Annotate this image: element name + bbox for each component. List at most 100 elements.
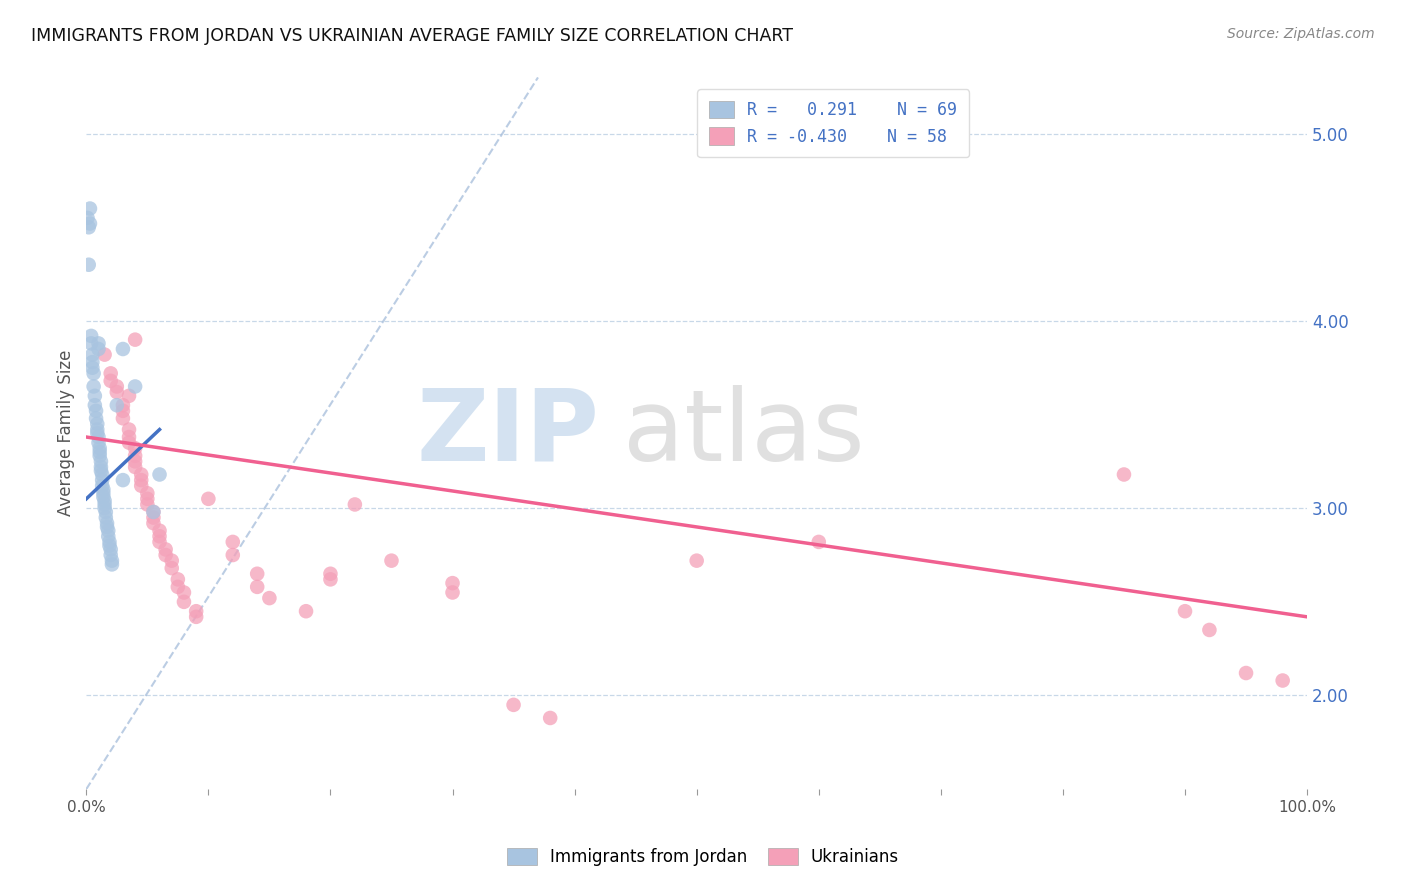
Point [89,449,111,463]
Point [380,554,402,568]
Text: IMMIGRANTS FROM JORDAN VS UKRAINIAN AVERAGE FAMILY SIZE CORRELATION CHART: IMMIGRANTS FROM JORDAN VS UKRAINIAN AVER… [31,27,793,45]
Point [166,580,188,594]
Point [97,529,120,543]
Point [142,505,165,519]
Point [129,467,152,482]
Point [148,535,170,549]
Text: ZIP: ZIP [416,384,599,482]
Point [807,535,830,549]
Point [129,479,152,493]
Point [98,535,121,549]
Point [101,558,124,572]
Point [118,423,141,437]
Point [86,423,108,437]
Point [259,591,281,606]
Point [105,379,128,393]
Point [1112,467,1135,482]
Point [93,483,115,497]
Text: Source: ZipAtlas.com: Source: ZipAtlas.com [1227,27,1375,41]
Point [105,385,128,400]
Point [83,379,105,393]
Point [142,516,165,531]
Point [90,460,112,475]
Point [148,524,170,538]
Point [77,220,100,235]
Point [124,460,146,475]
Point [1174,604,1197,618]
Point [93,493,115,508]
Point [91,479,114,493]
Point [100,367,122,381]
Point [148,529,170,543]
Point [197,491,219,506]
Point [136,498,159,512]
Point [160,554,183,568]
Point [101,554,124,568]
Point [93,490,115,504]
Point [246,566,269,581]
Point [441,585,464,599]
Point [441,576,464,591]
Point [111,411,134,425]
Point [82,355,104,369]
Point [295,604,318,618]
Point [97,524,120,538]
Point [83,398,105,412]
Point [148,467,170,482]
Point [79,202,101,216]
Point [129,473,152,487]
Point [155,548,177,562]
Point [142,505,165,519]
Point [111,398,134,412]
Point [1198,623,1220,637]
Point [89,445,111,459]
Point [111,342,134,356]
Point [319,573,342,587]
Point [173,585,195,599]
Point [111,404,134,418]
Point [136,486,159,500]
Point [86,426,108,441]
Point [100,548,122,562]
Point [91,467,114,482]
Legend: R =   0.291    N = 69, R = -0.430    N = 58: R = 0.291 N = 69, R = -0.430 N = 58 [697,89,969,157]
Point [186,604,208,618]
Point [124,379,146,393]
Point [124,442,146,456]
Point [124,449,146,463]
Point [82,360,104,375]
Point [173,595,195,609]
Point [343,498,366,512]
Point [538,711,561,725]
Point [118,430,141,444]
Point [1271,673,1294,688]
Point [118,435,141,450]
Point [80,329,103,343]
Point [93,486,115,500]
Point [76,211,98,225]
Point [90,454,112,468]
Point [96,520,118,534]
Point [124,454,146,468]
Point [222,548,245,562]
Point [91,473,114,487]
Point [93,498,115,512]
Point [83,389,105,403]
Point [94,510,117,524]
Point [79,217,101,231]
Point [87,336,110,351]
Point [84,411,107,425]
Point [87,435,110,450]
Point [100,542,122,557]
Point [502,698,524,712]
Point [86,417,108,431]
Point [100,374,122,388]
Text: atlas: atlas [623,384,865,482]
Point [80,336,103,351]
Point [105,398,128,412]
Legend: Immigrants from Jordan, Ukrainians: Immigrants from Jordan, Ukrainians [501,841,905,873]
Point [222,535,245,549]
Point [124,333,146,347]
Y-axis label: Average Family Size: Average Family Size [58,350,75,516]
Point [111,473,134,487]
